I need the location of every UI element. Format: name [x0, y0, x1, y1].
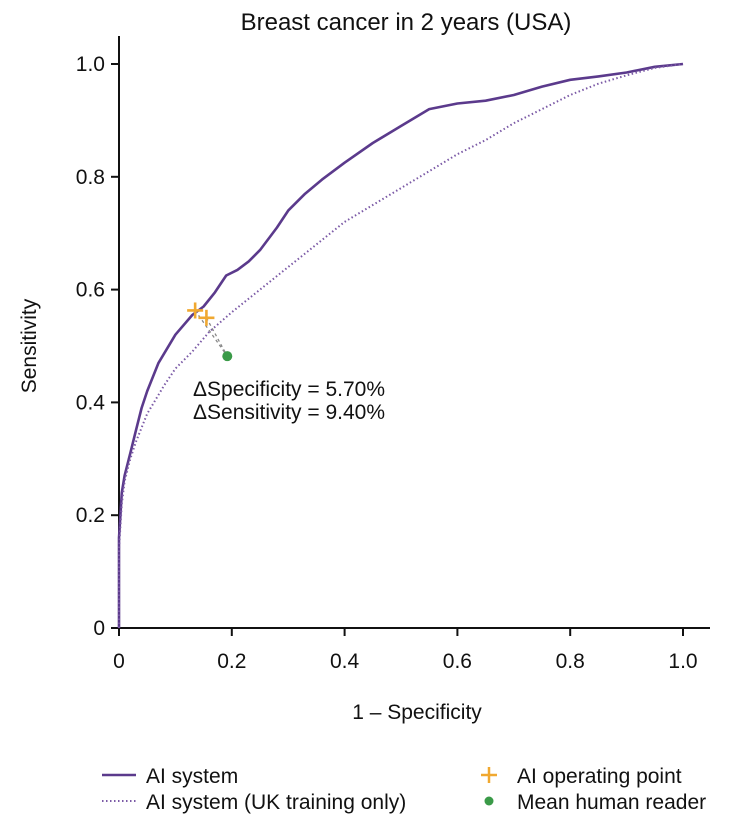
y-tick-label-4: 0.8: [76, 166, 105, 189]
y-tick-label-3: 0.6: [76, 279, 105, 302]
plot-area: 0 0.2 0.4 0.6 0.8 1.0 0 0.2 0.4 0.6 0.8 1.0: [76, 36, 710, 673]
connector-line-1: [205, 317, 228, 357]
x-tick-label-4: 0.8: [556, 650, 585, 673]
operating-point-marker-1: [198, 309, 215, 326]
x-tick-label-0: 0: [113, 650, 125, 673]
y-tick-label-0: 0: [93, 617, 105, 640]
series-line-ai-system: [117, 62, 684, 628]
annotation-delta-sensitivity: ΔSensitivity = 9.40%: [193, 401, 385, 424]
human-reader-marker: [222, 351, 233, 362]
series-line-ai-system-uk: [118, 63, 684, 628]
legend: AI system AI system (UK training only) A…: [102, 765, 706, 814]
x-tick-label-5: 1.0: [668, 650, 697, 673]
annotation-delta-specificity: ΔSpecificity = 5.70%: [193, 378, 385, 401]
x-axis-label: 1 – Specificity: [352, 701, 482, 724]
y-tick-label-2: 0.4: [76, 391, 106, 414]
y-tick-label-5: 1.0: [76, 53, 105, 76]
y-tick-label-1: 0.2: [76, 504, 105, 527]
x-tick-label-3: 0.6: [443, 650, 472, 673]
chart-title: Breast cancer in 2 years (USA): [241, 9, 572, 36]
operating-point-marker-0: [187, 302, 204, 319]
legend-label-ai-system: AI system: [146, 765, 238, 788]
legend-swatch-operating-point: [481, 767, 497, 783]
x-tick-label-1: 0.2: [217, 650, 246, 673]
legend-label-ai-system-uk: AI system (UK training only): [146, 791, 406, 814]
legend-swatch-human-reader: [484, 796, 494, 806]
y-axis-label: Sensitivity: [18, 298, 41, 393]
legend-label-operating-point: AI operating point: [517, 765, 682, 788]
legend-label-human-reader: Mean human reader: [517, 791, 706, 814]
x-tick-label-2: 0.4: [330, 650, 360, 673]
